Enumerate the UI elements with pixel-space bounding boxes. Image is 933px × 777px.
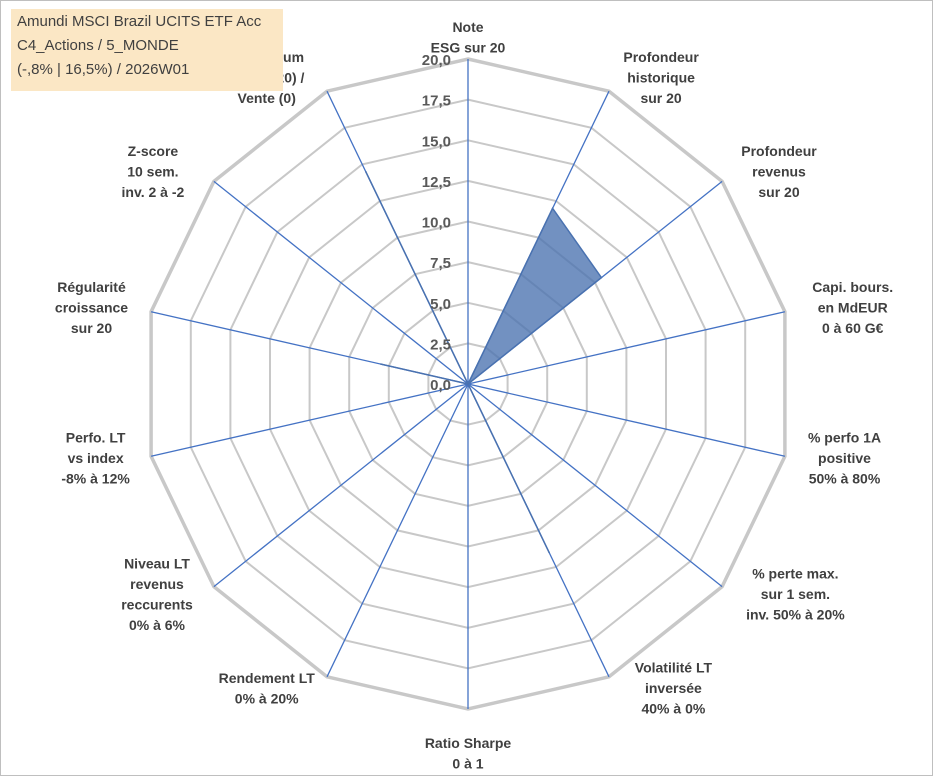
spoke — [467, 311, 786, 385]
axis-label-line: ESG sur 20 — [431, 40, 506, 56]
fund-name: Amundi MSCI Brazil UCITS ETF Acc — [17, 13, 262, 30]
data-point — [380, 363, 382, 365]
tick-label: 12,5 — [422, 174, 451, 191]
axis-label: % perte max. sur 1 sem. inv. 50% à 20% — [746, 566, 845, 623]
axis-label-line: 40% à 0% — [641, 701, 705, 717]
axis-label-line: inversée — [645, 680, 702, 696]
axis-label-line: Volatilité LT — [635, 660, 713, 676]
tick-label: 17,5 — [422, 93, 451, 110]
tick-label: 15,0 — [422, 133, 451, 150]
axis-label: Note ESG sur 20 — [431, 19, 506, 56]
axis-label-line: Note — [452, 19, 483, 35]
axis-label-line: sur 20 — [71, 320, 112, 336]
axis-label-line: Profondeur — [741, 143, 817, 159]
axis-label: Profondeur historique sur 20 — [623, 49, 699, 106]
axis-label: Perfo. LT vs index -8% à 12% — [61, 430, 130, 487]
tick-label: 10,0 — [422, 215, 451, 232]
tick-label: 5,0 — [430, 296, 451, 313]
axis-label-line: inv. 2 à -2 — [122, 184, 185, 200]
axis-label-line: 10 sem. — [127, 163, 178, 179]
axis-label-line: Perfo. LT — [66, 430, 126, 446]
axis-label: Rendement LT 0% à 20% — [219, 670, 316, 707]
axis-label-line: revenus — [752, 163, 806, 179]
axis-label-line: revenus — [130, 576, 184, 592]
spoke — [150, 383, 469, 457]
spoke — [467, 383, 723, 588]
axis-label-line: 0% à 20% — [235, 690, 299, 706]
axis-label-line: Niveau LT — [124, 555, 190, 571]
axis-label: Ratio Sharpe 0 à 1 — [425, 735, 512, 772]
axis-label-line: historique — [627, 69, 695, 85]
axis-label-line: en MdEUR — [818, 299, 888, 315]
spoke — [467, 383, 786, 457]
axis-label-line: % perfo 1A — [808, 430, 881, 446]
axis-label-line: Capi. bours. — [812, 279, 893, 295]
axis-label-line: Vente (0) — [238, 90, 296, 106]
tick-label: 2,5 — [430, 336, 451, 353]
axis-label-line: sur 20 — [758, 184, 799, 200]
axis-label-line: Rendement LT — [219, 670, 316, 686]
axis-label-line: -8% à 12% — [61, 471, 130, 487]
axis-label-line: Régularité — [57, 279, 126, 295]
spoke — [213, 383, 469, 588]
fund-info-box: Amundi MSCI Brazil UCITS ETF Acc C4_Acti… — [11, 9, 283, 91]
axis-label-line: croissance — [55, 299, 128, 315]
spoke — [326, 383, 469, 678]
series-layer — [365, 170, 603, 554]
axis-label-line: vs index — [68, 450, 124, 466]
axis-label-line: 0 à 60 G€ — [822, 320, 884, 336]
axis-label-line: positive — [818, 450, 871, 466]
tick-layer: 0,0 2,5 5,0 7,5 10,0 12,5 15,0 17,5 20,0 — [422, 52, 451, 394]
series-area — [365, 171, 603, 553]
fund-category: C4_Actions / 5_MONDE — [17, 37, 179, 54]
axis-label-line: Profondeur — [623, 49, 699, 65]
data-point — [551, 207, 554, 210]
axis-label-line: Ratio Sharpe — [425, 735, 512, 751]
tick-label: 7,5 — [430, 255, 451, 272]
axis-label: Régularité croissance sur 20 — [55, 279, 128, 336]
axis-label-line: inv. 50% à 20% — [746, 607, 845, 623]
data-point — [548, 551, 550, 554]
axis-label-line: 50% à 80% — [809, 471, 881, 487]
axis-label-line: Z-score — [128, 143, 179, 159]
fund-stats: (-,8% | 16,5%) / 2026W01 — [17, 61, 190, 78]
data-point — [365, 170, 367, 173]
axis-label-line: sur 20 — [640, 90, 681, 106]
axis-label-line: reccurents — [121, 596, 193, 612]
axis-label: % perfo 1A positive 50% à 80% — [808, 430, 881, 487]
axis-label-line: 0% à 6% — [129, 617, 186, 633]
data-point — [600, 276, 603, 279]
axis-label: Niveau LT revenus reccurents 0% à 6% — [121, 555, 193, 633]
axis-label: Z-score 10 sem. inv. 2 à -2 — [122, 143, 185, 200]
axis-label-line: sur 1 sem. — [761, 586, 830, 602]
data-point — [467, 383, 469, 385]
spoke — [213, 180, 469, 385]
axis-label: Capi. bours. en MdEUR 0 à 60 G€ — [812, 279, 893, 336]
axis-label-line: 0 à 1 — [452, 756, 483, 772]
tick-label: 0,0 — [430, 377, 451, 394]
axis-label: Profondeur revenus sur 20 — [741, 143, 817, 200]
axis-label-line: % perte max. — [752, 566, 838, 582]
tick-label: 20,0 — [422, 52, 451, 69]
axis-label: Volatilité LT inversée 40% à 0% — [635, 660, 713, 717]
axis-label-layer: Note ESG sur 20 Profondeur historique sur 20… — [55, 19, 893, 772]
